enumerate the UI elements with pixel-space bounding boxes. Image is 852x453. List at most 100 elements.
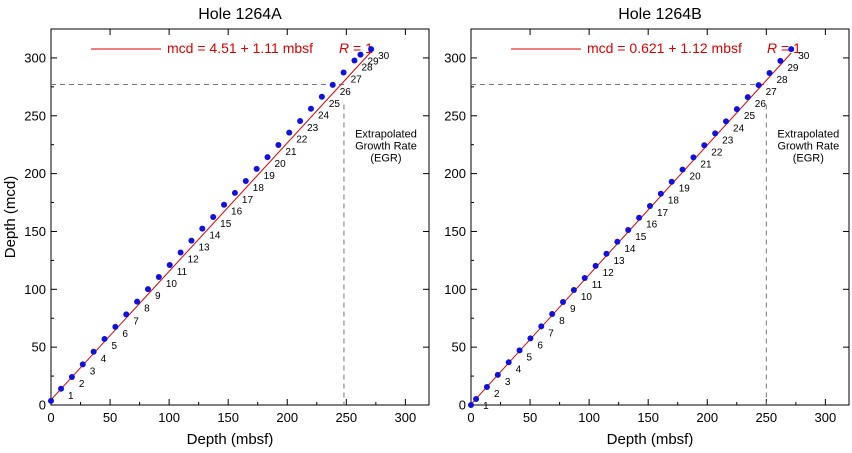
data-point	[188, 237, 195, 244]
legend-equation: mcd = 0.621 + 1.12 mbsf	[587, 40, 742, 56]
x-tick-label: 300	[395, 410, 417, 425]
x-tick-label: 50	[103, 410, 117, 425]
data-point	[112, 323, 119, 330]
data-point	[58, 385, 65, 392]
point-label: 30	[798, 51, 810, 62]
egr-label-line: Growth Rate	[355, 141, 417, 153]
x-tick-label: 100	[578, 410, 600, 425]
point-label: 5	[112, 341, 118, 352]
x-axis-label: Depth (mbsf)	[607, 431, 694, 448]
data-point	[473, 395, 480, 402]
point-label: 8	[559, 316, 565, 327]
point-label: 14	[624, 244, 636, 255]
x-tick-label: 50	[523, 410, 537, 425]
point-label: 17	[657, 208, 669, 219]
data-point	[275, 142, 282, 149]
data-point	[766, 69, 773, 76]
point-label: 25	[744, 111, 756, 122]
data-point	[199, 225, 206, 232]
x-tick-label: 200	[696, 410, 718, 425]
point-label: 5	[527, 352, 533, 363]
chart-title: Hole 1264B	[618, 6, 702, 23]
y-tick-label: 300	[444, 50, 466, 65]
point-label: 13	[613, 256, 625, 267]
data-point	[286, 129, 293, 136]
point-label: 24	[733, 123, 745, 134]
legend-r-number: = 1	[349, 40, 373, 56]
point-label: 13	[198, 243, 210, 254]
data-point	[307, 105, 314, 112]
point-label: 26	[755, 99, 767, 110]
data-point	[297, 117, 304, 124]
data-point	[231, 189, 238, 196]
y-tick-label: 100	[444, 282, 466, 297]
point-label: 6	[122, 329, 128, 340]
data-point	[90, 348, 97, 355]
data-point	[516, 347, 523, 354]
legend-r-symbol: R	[339, 40, 349, 56]
point-label: 16	[231, 207, 243, 218]
data-point	[646, 203, 653, 210]
point-label: 19	[264, 171, 276, 182]
data-point	[210, 214, 217, 220]
y-tick-label: 150	[444, 224, 466, 239]
data-point	[505, 359, 512, 366]
data-point	[340, 69, 347, 76]
point-label: 9	[570, 304, 576, 315]
data-point	[614, 238, 621, 245]
egr-label-line: (EGR)	[793, 153, 824, 165]
data-point	[549, 310, 556, 317]
point-label: 17	[242, 195, 254, 206]
data-point	[144, 286, 151, 293]
data-point	[329, 81, 336, 88]
data-point	[166, 262, 173, 269]
point-label: 29	[367, 57, 379, 68]
point-label: 29	[787, 63, 799, 74]
data-point	[690, 154, 697, 161]
point-label: 28	[777, 75, 789, 86]
data-point	[723, 118, 730, 125]
data-point	[733, 106, 740, 113]
legend-r-value: R = 1	[767, 40, 801, 56]
point-label: 11	[592, 280, 603, 291]
chart-panel-2: Hole 1264B 0 50 100 150 200 250 300 0 50 100 150 200…	[444, 6, 850, 448]
plot-frame	[470, 28, 850, 406]
point-label: 7	[133, 316, 139, 327]
x-tick-label: 100	[158, 410, 180, 425]
data-point	[701, 142, 708, 149]
point-label: 3	[90, 366, 96, 377]
point-label: 3	[505, 377, 511, 388]
y-tick-label: 200	[24, 166, 46, 181]
point-label: 20	[690, 172, 702, 183]
data-point	[221, 201, 228, 208]
y-tick-label: 100	[24, 282, 46, 297]
x-axis-label: Depth (mbsf)	[187, 431, 274, 448]
plot-frame	[50, 28, 430, 406]
point-label: 18	[668, 196, 680, 207]
data-point	[155, 274, 162, 281]
point-label: 1	[483, 401, 489, 412]
point-label: 2	[494, 389, 500, 400]
data-point	[48, 397, 54, 404]
point-label: 20	[275, 159, 287, 170]
point-label: 27	[351, 75, 363, 86]
data-point	[242, 178, 249, 185]
x-tick-label: 200	[276, 410, 298, 425]
data-point	[483, 383, 490, 390]
y-tick-label: 0	[459, 398, 466, 413]
y-axis-label: Depth (mcd)	[2, 176, 19, 259]
y-tick-label: 150	[24, 224, 46, 239]
point-label: 26	[340, 87, 352, 98]
y-tick-label: 250	[24, 108, 46, 123]
data-point	[264, 154, 271, 161]
point-label: 18	[253, 183, 265, 194]
data-point	[657, 190, 664, 197]
point-label: 6	[537, 340, 543, 351]
point-label: 16	[646, 220, 658, 231]
data-point	[68, 374, 75, 381]
y-tick-label: 0	[39, 398, 46, 413]
data-point	[253, 165, 260, 172]
point-label: 23	[722, 135, 734, 146]
data-point	[368, 46, 375, 53]
